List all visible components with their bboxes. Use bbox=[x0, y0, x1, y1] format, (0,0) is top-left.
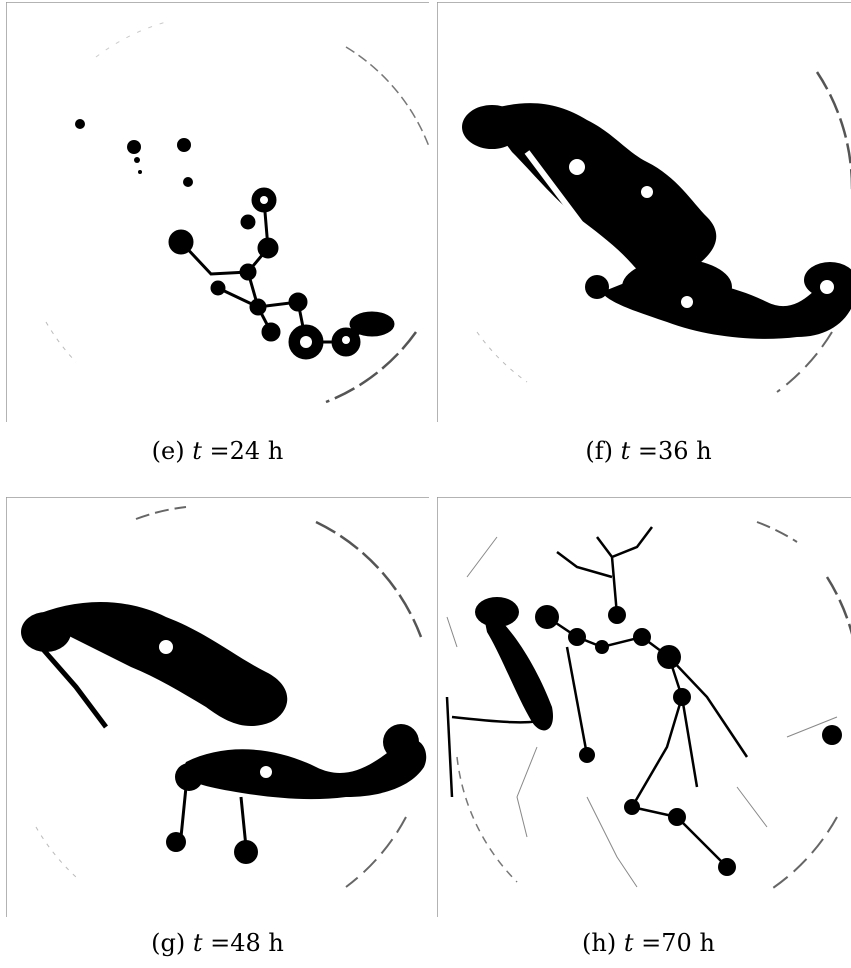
caption-g: (g) t =48 h bbox=[6, 928, 429, 958]
caption-g-label: (g) bbox=[151, 929, 186, 957]
caption-e-var: t bbox=[192, 437, 202, 465]
caption-h: (h) t =70 h bbox=[437, 928, 851, 958]
caption-h-value: 70 bbox=[661, 929, 692, 957]
panel-f-image bbox=[437, 2, 851, 422]
caption-e-label: (e) bbox=[151, 437, 185, 465]
colony-growth-image-f bbox=[437, 2, 851, 422]
panel-e-image bbox=[6, 2, 429, 422]
panel-g-image bbox=[6, 497, 429, 917]
caption-h-eq: = bbox=[641, 929, 662, 957]
caption-h-unit: h bbox=[699, 929, 715, 957]
caption-h-label: (h) bbox=[582, 929, 617, 957]
caption-g-unit: h bbox=[268, 929, 284, 957]
caption-f: (f) t =36 h bbox=[437, 436, 851, 466]
caption-e-eq: = bbox=[209, 437, 230, 465]
colony-growth-image-e bbox=[6, 2, 429, 422]
caption-e-unit: h bbox=[267, 437, 284, 465]
caption-f-label: (f) bbox=[585, 437, 613, 465]
caption-g-value: 48 bbox=[230, 929, 261, 957]
caption-f-unit: h bbox=[696, 437, 712, 465]
caption-f-value: 36 bbox=[658, 437, 689, 465]
caption-g-var: t bbox=[192, 929, 203, 957]
caption-g-eq: = bbox=[210, 929, 231, 957]
panel-h-image bbox=[437, 497, 851, 917]
caption-f-eq: = bbox=[637, 437, 658, 465]
colony-growth-image-g bbox=[6, 497, 429, 917]
caption-e: (e) t =24 h bbox=[6, 436, 429, 466]
caption-h-var: t bbox=[623, 929, 634, 957]
caption-e-value: 24 bbox=[229, 437, 261, 465]
colony-growth-image-h bbox=[437, 497, 851, 917]
caption-f-var: t bbox=[620, 437, 631, 465]
